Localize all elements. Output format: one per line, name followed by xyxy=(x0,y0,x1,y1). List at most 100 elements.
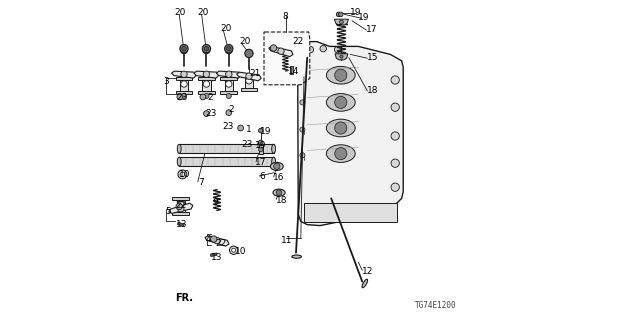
Circle shape xyxy=(391,103,399,111)
Circle shape xyxy=(391,132,399,140)
Text: 5: 5 xyxy=(165,207,171,216)
Polygon shape xyxy=(216,71,241,78)
Text: 2: 2 xyxy=(207,93,213,102)
Circle shape xyxy=(232,248,236,252)
Polygon shape xyxy=(175,91,192,94)
Text: 16: 16 xyxy=(273,173,284,182)
Polygon shape xyxy=(259,145,263,154)
Circle shape xyxy=(203,47,210,54)
Text: 2: 2 xyxy=(228,105,234,114)
Polygon shape xyxy=(237,72,261,81)
Circle shape xyxy=(335,122,347,134)
Polygon shape xyxy=(198,91,215,94)
Polygon shape xyxy=(205,236,229,246)
Polygon shape xyxy=(334,19,349,25)
Circle shape xyxy=(340,55,343,58)
Polygon shape xyxy=(172,71,196,78)
Circle shape xyxy=(211,236,217,242)
Circle shape xyxy=(300,127,305,132)
Ellipse shape xyxy=(272,157,276,166)
Text: 17: 17 xyxy=(255,158,266,167)
Text: 23: 23 xyxy=(242,140,253,149)
Circle shape xyxy=(391,159,399,167)
Circle shape xyxy=(214,237,220,244)
Circle shape xyxy=(230,246,238,254)
Text: 13: 13 xyxy=(211,253,223,262)
Text: 22: 22 xyxy=(292,37,304,46)
Circle shape xyxy=(259,147,263,152)
Circle shape xyxy=(180,44,188,53)
Ellipse shape xyxy=(326,67,355,84)
Circle shape xyxy=(180,47,188,54)
Circle shape xyxy=(178,170,187,179)
Circle shape xyxy=(176,203,182,210)
Polygon shape xyxy=(304,203,397,222)
Text: 20: 20 xyxy=(198,8,209,17)
Text: 7: 7 xyxy=(198,178,204,187)
Text: 15: 15 xyxy=(367,53,379,62)
Text: 6: 6 xyxy=(259,172,265,181)
Polygon shape xyxy=(241,88,257,91)
Circle shape xyxy=(335,69,347,81)
Ellipse shape xyxy=(272,144,276,153)
Circle shape xyxy=(259,128,263,133)
Circle shape xyxy=(226,71,232,77)
Text: 22: 22 xyxy=(175,201,187,210)
Circle shape xyxy=(307,46,314,53)
Polygon shape xyxy=(177,222,184,227)
Circle shape xyxy=(300,153,305,158)
Polygon shape xyxy=(202,80,211,91)
Circle shape xyxy=(276,190,282,196)
Circle shape xyxy=(182,93,187,99)
Circle shape xyxy=(246,78,252,84)
Circle shape xyxy=(182,46,186,51)
Circle shape xyxy=(259,140,263,145)
Text: 18: 18 xyxy=(367,86,379,95)
Text: 3: 3 xyxy=(163,77,169,86)
Text: 23: 23 xyxy=(223,122,234,131)
Text: FR.: FR. xyxy=(175,293,193,303)
Polygon shape xyxy=(179,157,274,166)
Circle shape xyxy=(204,81,210,87)
Circle shape xyxy=(246,73,252,79)
Polygon shape xyxy=(290,66,293,74)
Text: 19: 19 xyxy=(255,141,267,150)
Circle shape xyxy=(244,49,253,58)
Text: 13: 13 xyxy=(176,220,188,229)
Ellipse shape xyxy=(292,255,301,258)
Polygon shape xyxy=(194,71,219,78)
Text: 14: 14 xyxy=(288,67,300,76)
Polygon shape xyxy=(298,42,403,226)
Circle shape xyxy=(225,47,232,54)
Polygon shape xyxy=(264,32,310,85)
Circle shape xyxy=(180,172,185,177)
Polygon shape xyxy=(225,80,233,91)
Text: 10: 10 xyxy=(235,247,246,256)
Ellipse shape xyxy=(362,279,367,288)
Circle shape xyxy=(226,110,232,116)
Polygon shape xyxy=(180,80,188,91)
Polygon shape xyxy=(169,203,193,213)
Text: 20: 20 xyxy=(239,37,251,46)
Circle shape xyxy=(320,45,326,52)
Circle shape xyxy=(204,111,209,116)
Text: 17: 17 xyxy=(366,25,377,34)
Polygon shape xyxy=(335,54,348,60)
Circle shape xyxy=(300,74,305,79)
Circle shape xyxy=(200,94,206,100)
Polygon shape xyxy=(177,200,185,212)
Circle shape xyxy=(238,125,243,131)
Circle shape xyxy=(335,46,341,53)
Polygon shape xyxy=(211,253,217,257)
Ellipse shape xyxy=(177,144,181,153)
Text: 4: 4 xyxy=(205,236,211,244)
Circle shape xyxy=(335,96,347,108)
Text: 11: 11 xyxy=(281,236,292,245)
Circle shape xyxy=(227,93,232,99)
Text: 18: 18 xyxy=(276,196,287,204)
Polygon shape xyxy=(245,77,253,88)
Circle shape xyxy=(227,46,231,51)
Text: 19: 19 xyxy=(260,127,271,136)
Circle shape xyxy=(178,205,184,212)
Text: 8: 8 xyxy=(282,12,288,21)
